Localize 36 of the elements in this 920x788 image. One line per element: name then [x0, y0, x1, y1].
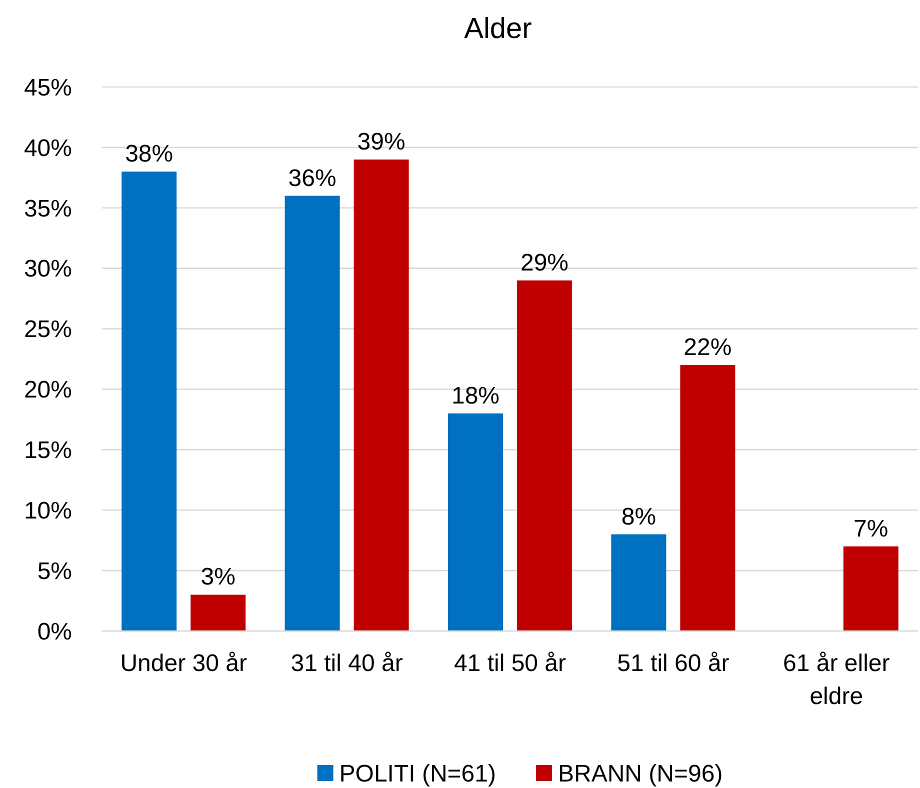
bar	[448, 413, 503, 631]
y-tick-label: 10%	[24, 498, 72, 525]
x-tick-label: 61 år eller eldre	[783, 650, 890, 710]
data-label: 8%	[621, 503, 656, 530]
y-tick-label: 5%	[37, 558, 72, 585]
x-tick-label: Under 30 år	[120, 650, 247, 677]
y-tick-label: 40%	[24, 134, 72, 162]
legend-label: BRANN (N=96)	[558, 760, 723, 788]
x-tick-label: 51 til 60 år	[617, 650, 730, 677]
data-label: 36%	[288, 164, 336, 192]
y-tick-label: 0%	[37, 618, 72, 646]
bar	[284, 196, 340, 631]
y-tick-label: 30%	[24, 256, 72, 283]
bar	[680, 365, 736, 631]
data-label: 7%	[854, 515, 888, 542]
data-label: 22%	[684, 334, 732, 362]
x-tick-label: 41 til 50 år	[454, 650, 566, 677]
legend-label: POLITI (N=61)	[339, 760, 496, 788]
y-tick-label: 35%	[24, 195, 72, 222]
data-label: 29%	[520, 249, 569, 276]
bar	[517, 280, 572, 631]
data-label: 3%	[200, 564, 236, 591]
data-label: 39%	[357, 128, 406, 156]
y-tick-label: 15%	[24, 437, 72, 464]
bar	[611, 534, 666, 631]
bar	[190, 594, 246, 631]
y-tick-label: 45%	[24, 74, 72, 102]
bar	[122, 172, 177, 631]
bar	[843, 546, 898, 631]
bar	[354, 160, 409, 631]
y-tick-label: 20%	[24, 376, 72, 404]
y-tick-label: 25%	[24, 316, 72, 344]
chart-title: Alder	[464, 13, 532, 45]
x-tick-label: 31 til 40 år	[290, 650, 403, 677]
data-label: 18%	[451, 382, 500, 410]
data-label: 38%	[125, 140, 174, 168]
